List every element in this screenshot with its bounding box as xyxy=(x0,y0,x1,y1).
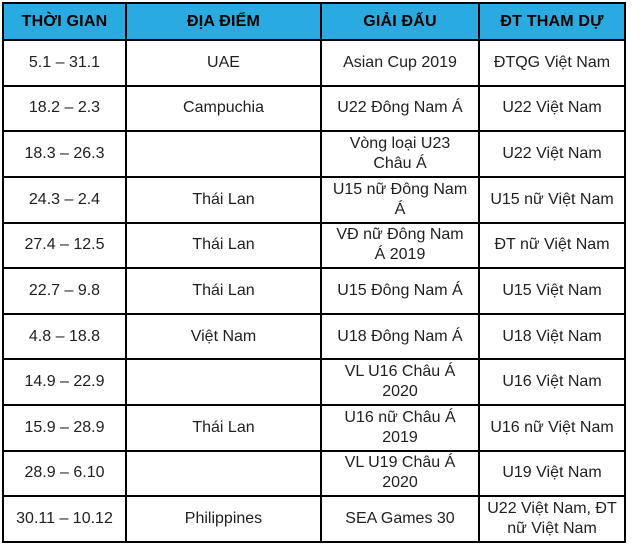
table-row: 28.9 – 6.10 VL U19 Châu Á 2020 U19 Việt Na… xyxy=(2,449,626,498)
cell-giai-dau: U15 nữ Đông Nam Á xyxy=(320,175,480,224)
cell-dt-tham-du: U18 Việt Nam xyxy=(478,312,626,361)
table-row: 18.2 – 2.3 Campuchia U22 Đông Nam Á U22 Việ… xyxy=(2,84,626,133)
cell-thoi-gian: 28.9 – 6.10 xyxy=(2,449,127,498)
cell-giai-dau: VL U16 Châu Á 2020 xyxy=(320,358,480,406)
cell-dia-diem: Philippines xyxy=(125,495,322,543)
cell-thoi-gian: 14.9 – 22.9 xyxy=(2,358,127,406)
table-row: 24.3 – 2.4 Thái Lan U15 nữ Đông Nam Á U15 n… xyxy=(2,175,626,224)
cell-thoi-gian: 5.1 – 31.1 xyxy=(2,39,127,87)
table-row: 5.1 – 31.1 UAE Asian Cup 2019 ĐTQG Việt Nam xyxy=(2,39,626,87)
cell-dt-tham-du: ĐTQG Việt Nam xyxy=(478,39,626,87)
cell-dia-diem: Thái Lan xyxy=(125,221,322,270)
cell-dt-tham-du: U16 Việt Nam xyxy=(478,358,626,406)
cell-thoi-gian: 4.8 – 18.8 xyxy=(2,312,127,361)
col-header-dia-diem: ĐỊA ĐIỂM xyxy=(125,2,322,41)
cell-thoi-gian: 27.4 – 12.5 xyxy=(2,221,127,270)
cell-dia-diem: UAE xyxy=(125,39,322,87)
cell-thoi-gian: 18.3 – 26.3 xyxy=(2,130,127,178)
cell-giai-dau: U22 Đông Nam Á xyxy=(320,84,480,133)
cell-giai-dau: Asian Cup 2019 xyxy=(320,39,480,87)
cell-dia-diem xyxy=(125,358,322,406)
cell-dt-tham-du: U15 Việt Nam xyxy=(478,267,626,315)
table-row: 27.4 – 12.5 Thái Lan VĐ nữ Đông Nam Á 2019… xyxy=(2,221,626,270)
col-header-thoi-gian: THỜI GIAN xyxy=(2,2,127,41)
cell-giai-dau: VL U19 Châu Á 2020 xyxy=(320,449,480,498)
cell-thoi-gian: 30.11 – 10.12 xyxy=(2,495,127,543)
col-header-giai-dau: GIẢI ĐẤU xyxy=(320,2,480,41)
cell-dia-diem xyxy=(125,449,322,498)
table-row: 14.9 – 22.9 VL U16 Châu Á 2020 U16 Việt Na… xyxy=(2,358,626,406)
col-header-dt-tham-du: ĐT THAM DỰ xyxy=(478,2,626,41)
schedule-table: THỜI GIAN ĐỊA ĐIỂM GIẢI ĐẤU ĐT THAM DỰ 5… xyxy=(2,2,626,543)
table-row: 30.11 – 10.12 Philippines SEA Games 30 U22 … xyxy=(2,495,626,543)
cell-giai-dau: U15 Đông Nam Á xyxy=(320,267,480,315)
table-row: 15.9 – 28.9 Thái Lan U16 nữ Châu Á 2019 U16… xyxy=(2,404,626,452)
cell-giai-dau: U18 Đông Nam Á xyxy=(320,312,480,361)
cell-dia-diem xyxy=(125,130,322,178)
table-row: 4.8 – 18.8 Việt Nam U18 Đông Nam Á U18 Việt… xyxy=(2,312,626,361)
cell-dt-tham-du: U19 Việt Nam xyxy=(478,449,626,498)
cell-dt-tham-du: U22 Việt Nam xyxy=(478,84,626,133)
cell-dt-tham-du: U15 nữ Việt Nam xyxy=(478,175,626,224)
cell-thoi-gian: 22.7 – 9.8 xyxy=(2,267,127,315)
schedule-table-container: THỜI GIAN ĐỊA ĐIỂM GIẢI ĐẤU ĐT THAM DỰ 5… xyxy=(2,2,626,543)
cell-giai-dau: SEA Games 30 xyxy=(320,495,480,543)
cell-thoi-gian: 24.3 – 2.4 xyxy=(2,175,127,224)
cell-dia-diem: Thái Lan xyxy=(125,404,322,452)
table-row: 18.3 – 26.3 Vòng loại U23 Châu Á U22 Việt … xyxy=(2,130,626,178)
cell-giai-dau: U16 nữ Châu Á 2019 xyxy=(320,404,480,452)
cell-dt-tham-du: U22 Việt Nam xyxy=(478,130,626,178)
cell-dt-tham-du: U22 Việt Nam, ĐT nữ Việt Nam xyxy=(478,495,626,543)
cell-dt-tham-du: ĐT nữ Việt Nam xyxy=(478,221,626,270)
cell-thoi-gian: 15.9 – 28.9 xyxy=(2,404,127,452)
header-row: THỜI GIAN ĐỊA ĐIỂM GIẢI ĐẤU ĐT THAM DỰ xyxy=(2,2,626,41)
table-row: 22.7 – 9.8 Thái Lan U15 Đông Nam Á U15 Việt… xyxy=(2,267,626,315)
cell-dia-diem: Thái Lan xyxy=(125,267,322,315)
cell-thoi-gian: 18.2 – 2.3 xyxy=(2,84,127,133)
cell-dia-diem: Thái Lan xyxy=(125,175,322,224)
cell-dia-diem: Campuchia xyxy=(125,84,322,133)
cell-dia-diem: Việt Nam xyxy=(125,312,322,361)
cell-giai-dau: VĐ nữ Đông Nam Á 2019 xyxy=(320,221,480,270)
cell-giai-dau: Vòng loại U23 Châu Á xyxy=(320,130,480,178)
schedule-table-body: 5.1 – 31.1 UAE Asian Cup 2019 ĐTQG Việt Nam… xyxy=(2,39,626,543)
cell-dt-tham-du: U16 nữ Việt Nam xyxy=(478,404,626,452)
